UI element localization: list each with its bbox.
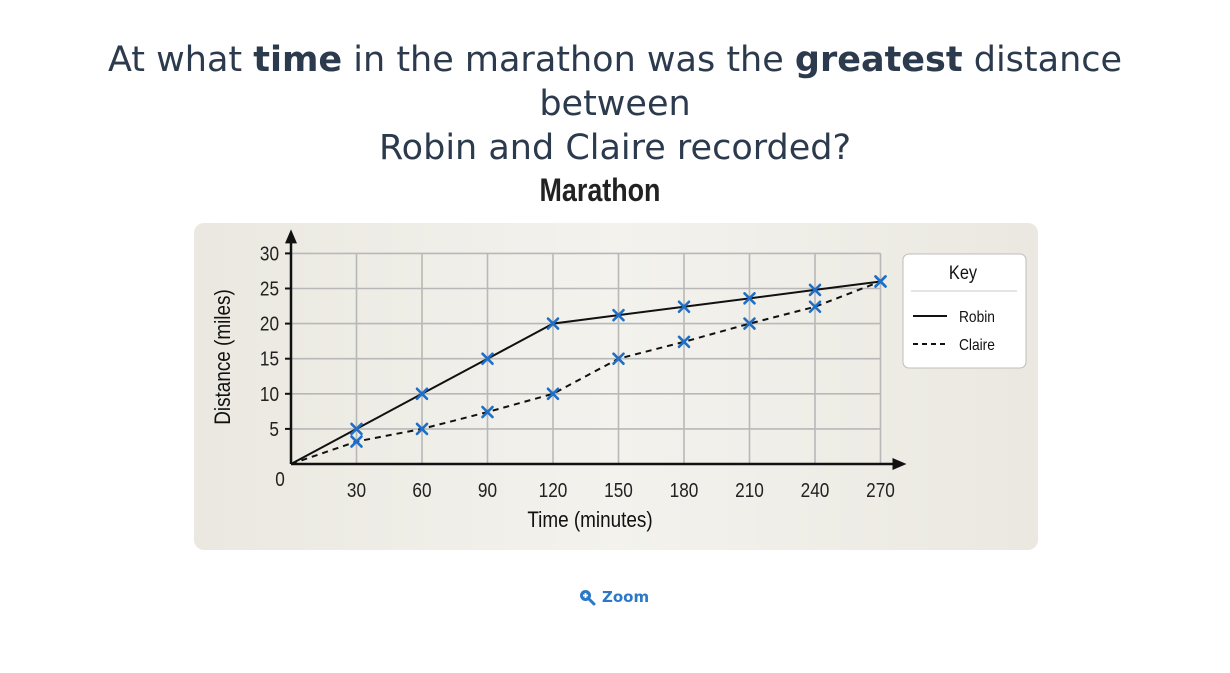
x-tick-label: 0	[275, 468, 285, 491]
question-text: At what time in the marathon was the gre…	[40, 38, 1190, 170]
data-point-claire	[415, 422, 429, 436]
x-tick-label: 60	[412, 479, 431, 502]
data-point-claire	[481, 405, 494, 419]
y-axis-label: Distance (miles)	[211, 289, 236, 425]
x-axis-label: Time (minutes)	[527, 508, 652, 533]
x-axis-arrow	[892, 458, 907, 470]
axes	[285, 229, 907, 470]
y-axis-arrow	[285, 229, 297, 244]
y-tick-label: 20	[260, 312, 279, 335]
chart-title: Marathon	[539, 172, 661, 208]
legend: Key Robin Claire	[902, 253, 1027, 369]
data-point-robin	[808, 283, 822, 297]
legend-robin-label: Robin	[959, 308, 995, 326]
data-point-claire	[874, 275, 887, 288]
series-line-claire	[290, 280, 881, 465]
x-tick-label: 90	[478, 479, 497, 502]
chart-panel	[194, 223, 1038, 550]
y-tick-label: 5	[269, 418, 279, 441]
data-point-claire	[677, 335, 691, 349]
x-tick-label: 120	[539, 479, 568, 502]
legend-claire-label: Claire	[959, 336, 995, 354]
question-bold-time: time	[253, 40, 343, 80]
data-point-robin	[350, 422, 363, 436]
data-markers	[350, 275, 887, 448]
x-tick-label: 210	[735, 479, 764, 502]
question-bold-greatest: greatest	[794, 40, 963, 80]
y-tick-label: 30	[260, 242, 279, 265]
y-tick-label: 15	[260, 347, 279, 370]
question-line-2: Robin and Claire recorded?	[378, 128, 852, 168]
x-tick-label: 30	[347, 479, 366, 502]
x-tick-label: 180	[670, 479, 699, 502]
series-line-robin	[290, 280, 881, 465]
data-point-robin	[612, 308, 625, 322]
data-point-robin	[546, 317, 560, 330]
data-point-robin	[481, 352, 494, 366]
tick-labels: 0 30 60 90 120 150 180 210 240 270 5 10 15 20 25 30	[260, 242, 895, 501]
data-point-claire	[743, 317, 756, 330]
zoom-label: Zoom	[602, 588, 650, 606]
x-tick-label: 150	[604, 479, 633, 502]
x-tick-label: 240	[801, 479, 830, 502]
x-tick-label: 270	[866, 479, 895, 502]
y-tick-label: 25	[260, 277, 279, 300]
question-part-3: distance between	[539, 40, 1123, 124]
data-point-claire	[350, 435, 363, 448]
legend-title: Key	[949, 262, 977, 283]
data-point-claire	[612, 352, 625, 366]
data-point-robin	[677, 300, 691, 314]
data-point-claire	[546, 387, 560, 401]
question-part-2: in the marathon was the	[342, 40, 795, 80]
data-point-robin	[415, 387, 429, 401]
legend-box	[902, 253, 1027, 369]
y-tick-label: 10	[260, 383, 279, 406]
data-point-robin	[743, 292, 756, 305]
zoom-button[interactable]: Zoom	[578, 588, 649, 606]
question-part-1: At what	[107, 40, 254, 80]
series-lines	[290, 280, 881, 465]
zoom-in-icon	[578, 588, 596, 606]
data-point-claire	[808, 300, 822, 314]
